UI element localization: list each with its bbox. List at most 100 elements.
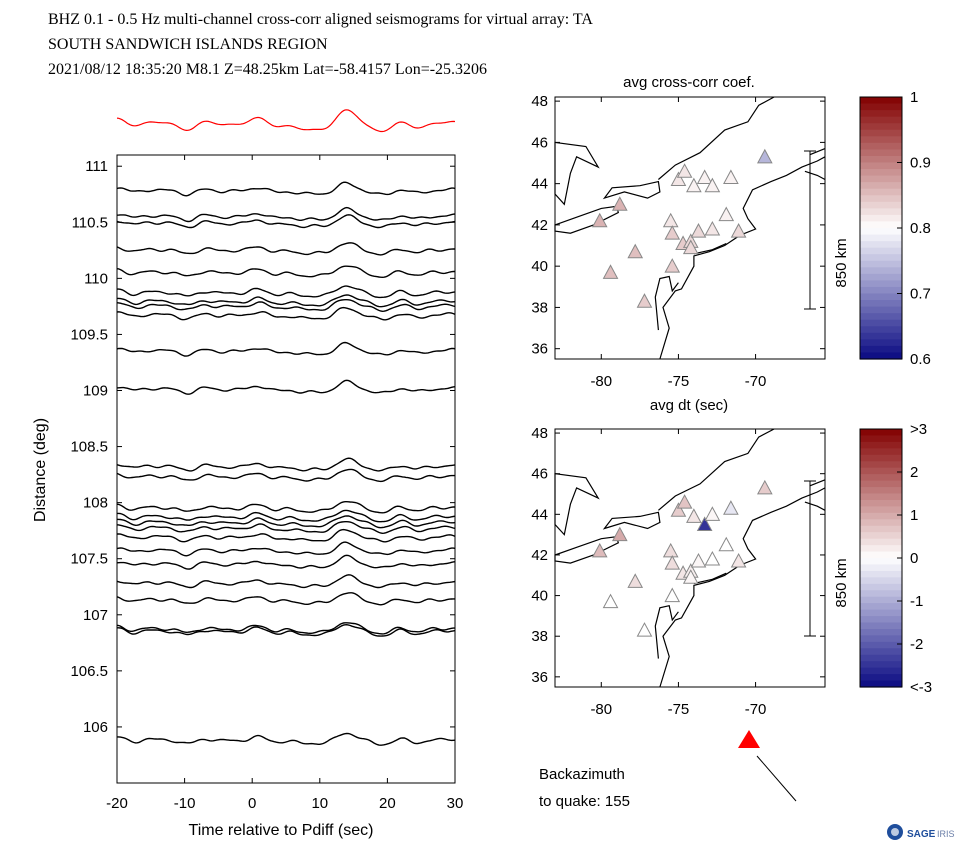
colorbar-tick-label: 0.7 <box>910 286 931 303</box>
seismogram-trace <box>117 294 456 308</box>
station-marker <box>664 587 681 603</box>
map-y-tick-label: 46 <box>531 134 548 151</box>
seismogram-traces <box>116 181 456 746</box>
seismogram-trace <box>116 515 456 529</box>
seismogram-trace <box>116 341 456 357</box>
station-marker <box>682 569 699 584</box>
map-y-tick-label: 36 <box>531 669 548 686</box>
station-marker <box>704 177 721 193</box>
seismogram-y-tick-label: 109 <box>83 383 108 400</box>
seismogram-trace <box>116 592 455 606</box>
map-top-ticks: -80 -75 -70 36 38 40 42 44 46 48 <box>531 93 825 390</box>
map-bottom-stations <box>591 479 773 637</box>
stack-trace <box>116 109 456 133</box>
seismogram-trace <box>116 528 456 543</box>
station-marker <box>690 552 707 568</box>
seismogram-trace <box>116 242 455 256</box>
colorbar-tick-label: 0 <box>910 550 918 567</box>
map-cross-corr: avg cross-corr coef. -80 -75 -70 36 38 40 42 44… <box>531 74 931 390</box>
header-line-1: BHZ 0.1 - 0.5 Hz multi-channel cross-cor… <box>48 11 593 28</box>
seismogram-trace <box>117 623 456 637</box>
station-marker <box>591 542 608 558</box>
station-marker <box>664 555 681 570</box>
seismogram-trace <box>116 521 456 535</box>
station-marker <box>670 502 687 517</box>
seismogram-y-tick-label: 106 <box>83 719 108 736</box>
map-bottom-scale-bar <box>804 480 816 637</box>
station-marker <box>611 526 628 542</box>
map-top-stations <box>591 148 773 308</box>
station-marker <box>676 163 693 178</box>
station-marker <box>611 196 628 211</box>
map-x-tick-label: -70 <box>745 701 767 718</box>
station-marker <box>756 148 773 164</box>
seismogram-y-tick-label: 111 <box>85 158 108 175</box>
colorbar-tick-label: -2 <box>910 636 923 653</box>
station-marker <box>686 508 702 523</box>
colorbar-tick-label: -1 <box>910 593 923 610</box>
station-marker <box>662 212 679 228</box>
map-x-tick-label: -70 <box>745 373 767 390</box>
colorbar-tick-label: 2 <box>910 464 918 481</box>
map-y-tick-label: 42 <box>531 217 548 234</box>
station-marker <box>636 293 653 308</box>
station-marker <box>696 169 713 184</box>
station-marker <box>636 622 653 637</box>
seismogram-y-tick-label: 109.5 <box>70 326 108 343</box>
seismogram-trace <box>116 265 455 279</box>
seismogram-y-tick-label: 107 <box>83 607 108 624</box>
seismogram-y-tick-label: 108 <box>83 495 108 512</box>
colorbar-tick-label: 1 <box>910 507 918 524</box>
station-marker <box>704 506 721 521</box>
seismogram-trace <box>116 299 456 313</box>
seismogram-x-ticks: -20 -10 0 10 20 30 <box>106 155 463 812</box>
station-marker <box>627 573 644 588</box>
seismogram-trace <box>116 214 456 229</box>
map-x-tick-label: -75 <box>668 701 690 718</box>
map-top-frame <box>554 96 826 360</box>
station-marker <box>664 225 681 240</box>
map-x-tick-label: -80 <box>590 701 612 718</box>
map-y-tick-label: 46 <box>531 466 548 483</box>
seismogram-trace <box>116 306 456 321</box>
seismogram-trace <box>116 468 455 483</box>
station-marker <box>730 223 747 238</box>
seismogram-y-tick-label: 110.5 <box>72 214 108 231</box>
map-bottom-coastlines <box>554 428 826 688</box>
backazimuth-indicator: Backazimuth to quake: 155 <box>539 730 797 810</box>
seismogram-x-tick-label: 10 <box>311 795 328 812</box>
seismogram-trace <box>116 554 456 570</box>
station-marker <box>686 177 702 193</box>
station-marker <box>591 212 608 228</box>
station-marker <box>704 220 721 236</box>
map-top-scale-bar <box>804 150 816 310</box>
map-y-tick-label: 38 <box>531 628 548 645</box>
seismogram-y-tick-label: 108.5 <box>70 439 108 456</box>
header-line-2: SOUTH SANDWICH ISLANDS REGION <box>48 36 328 53</box>
station-marker <box>662 542 679 558</box>
colorbar-tick-label: >3 <box>910 421 927 438</box>
map-y-tick-label: 44 <box>531 176 548 193</box>
seismogram-y-label: Distance (deg) <box>32 418 49 522</box>
backazimuth-label-line-2: to quake: 155 <box>539 793 630 810</box>
backazimuth-arrow-line <box>756 755 797 802</box>
station-marker <box>602 264 619 279</box>
station-marker <box>730 552 747 568</box>
map-x-tick-label: -75 <box>668 373 690 390</box>
map-bottom-scale-label: 850 km <box>833 558 850 607</box>
station-marker <box>723 500 739 515</box>
backazimuth-marker <box>738 730 760 748</box>
map-top-coastlines <box>554 96 826 360</box>
seismogram-trace <box>117 732 456 746</box>
seismogram-panel: -20 -10 0 10 20 30 106106.5107107.5108108.510… <box>32 109 463 839</box>
map-top-scale-label: 850 km <box>833 238 850 287</box>
map-y-tick-label: 36 <box>531 341 548 358</box>
seismogram-trace <box>116 574 456 589</box>
map-bottom-frame <box>554 428 826 688</box>
header-line-3: 2021/08/12 18:35:20 M8.1 Z=48.25km Lat=-… <box>48 61 487 78</box>
seismogram-trace <box>116 622 455 635</box>
seismogram-trace <box>116 541 456 557</box>
seismogram-trace <box>117 285 456 299</box>
seismogram-axes-frame <box>116 154 456 784</box>
colorbar-dt: >3 2 1 0 -1 -2 <-3 <box>859 421 932 696</box>
